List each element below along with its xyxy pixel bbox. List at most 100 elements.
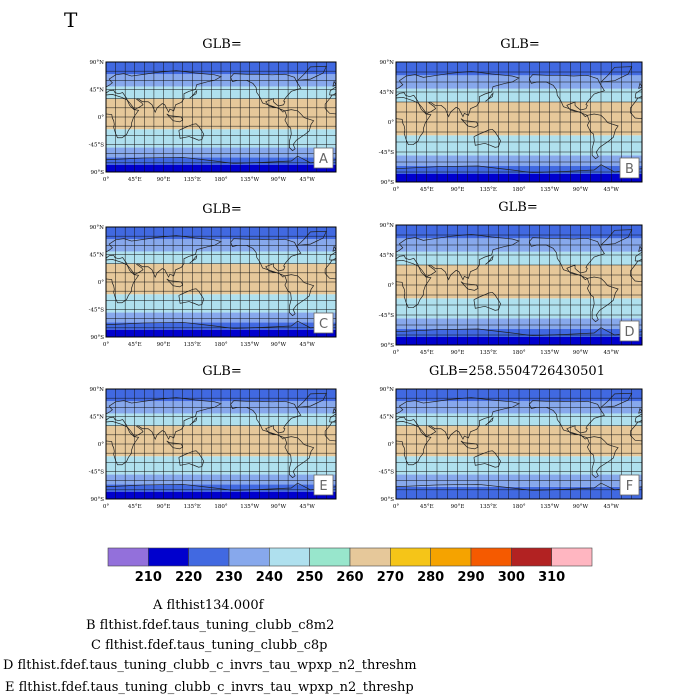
panel-letter-box xyxy=(313,312,334,334)
colorbar-swatch xyxy=(148,547,189,567)
x-tick-label: 45°E xyxy=(420,350,434,356)
panel-letter: A xyxy=(319,152,328,167)
colorbar-swatch xyxy=(228,547,270,567)
colorbar-tick-label: 230 xyxy=(215,570,242,585)
coastline-9 xyxy=(332,245,337,252)
panel-title-f: GLB=258.5504726430501 xyxy=(429,364,605,379)
y-tick-label: 90°N xyxy=(379,387,394,393)
coastline-8 xyxy=(166,278,184,288)
map-panel-e: 90°N45°N0°-45°S90°S0° 45°E 90°E 135°E 180° 13… xyxy=(84,383,344,519)
y-tick-label: 45°N xyxy=(379,90,394,96)
x-tick-label: 45°E xyxy=(128,177,142,183)
y-tick-label: -45°S xyxy=(89,308,105,314)
colorbar-swatch xyxy=(551,547,593,567)
x-tick-label: 90°E xyxy=(157,504,171,510)
coastline-9 xyxy=(638,245,643,252)
colorbar-tick-label: 310 xyxy=(538,570,565,585)
x-tick-label: 135°E xyxy=(184,177,201,183)
legend-line-d: D flthist.fdef.taus_tuning_clubb_c_invrs… xyxy=(3,658,417,673)
panel-letter: D xyxy=(624,325,634,340)
coastline-9 xyxy=(332,407,337,414)
figure-title: T xyxy=(64,8,78,32)
panel-title-b: GLB= xyxy=(500,37,540,52)
x-tick-label: 90°E xyxy=(157,342,171,348)
x-tick-label: 135°W xyxy=(540,504,559,510)
y-tick-label: 0° xyxy=(388,283,394,289)
map-panel-d: 90°N45°N0°-45°S90°S0° 45°E 90°E 135°E 180° 13… xyxy=(374,219,650,365)
x-tick-label: 90°E xyxy=(451,350,465,356)
panel-title-c: GLB= xyxy=(202,202,242,217)
panel-letter-box xyxy=(313,147,334,169)
y-tick-label: 90°N xyxy=(379,223,394,229)
y-tick-label: 90°N xyxy=(89,60,104,66)
x-tick-label: 135°E xyxy=(184,342,201,348)
panel-letter: B xyxy=(625,162,634,177)
coastline-2 xyxy=(178,288,205,306)
y-tick-label: 90°S xyxy=(380,343,394,349)
coastline-8 xyxy=(166,440,184,450)
colorbar-swatch xyxy=(511,547,552,567)
map-panel-c: 90°N45°N0°-45°S90°S0° 45°E 90°E 135°E 180° 13… xyxy=(84,221,344,357)
x-tick-label: 90°W xyxy=(573,504,589,510)
y-tick-label: 90°S xyxy=(90,170,104,176)
legend-line-a: A flthist134.000f xyxy=(153,598,264,613)
panel-title-d: GLB= xyxy=(498,200,538,215)
coastline-8 xyxy=(166,113,184,123)
x-tick-label: 180° xyxy=(512,187,525,193)
x-tick-label: 180° xyxy=(214,177,227,183)
y-tick-label: 90°N xyxy=(379,60,394,66)
y-tick-label: 0° xyxy=(388,120,394,126)
coastline-9 xyxy=(332,80,337,87)
coastline-9 xyxy=(638,407,643,414)
colorbar-tick-label: 210 xyxy=(135,570,162,585)
coastline-8 xyxy=(460,281,479,291)
coastline-2 xyxy=(473,291,501,311)
legend-line-b: B flthist.fdef.taus_tuning_clubb_c8m2 xyxy=(86,618,335,633)
panel-letter: F xyxy=(626,479,633,494)
panel-letter: E xyxy=(319,479,327,494)
panel-title-e: GLB= xyxy=(202,364,242,379)
colorbar-tick-label: 240 xyxy=(256,570,283,585)
x-tick-label: 180° xyxy=(214,504,227,510)
y-tick-label: 0° xyxy=(98,442,104,448)
y-tick-label: 45°N xyxy=(89,88,104,94)
colorbar-swatch xyxy=(107,547,149,567)
map-frame xyxy=(395,61,643,183)
y-tick-label: 0° xyxy=(98,280,104,286)
x-tick-label: 45°W xyxy=(300,177,316,183)
coastline-0 xyxy=(388,233,520,281)
coastline-0 xyxy=(99,235,222,278)
y-tick-label: 45°N xyxy=(379,253,394,259)
x-tick-label: 45°W xyxy=(604,504,620,510)
panel-letter-box xyxy=(619,474,640,496)
legend-line-e: E flthist.fdef.taus_tuning_clubb_c_invrs… xyxy=(5,680,414,695)
y-tick-label: 90°S xyxy=(90,497,104,503)
x-tick-label: 90°W xyxy=(573,350,589,356)
x-tick-label: 180° xyxy=(512,504,525,510)
colorbar-tick-label: 300 xyxy=(498,570,525,585)
colorbar-tick-label: 260 xyxy=(336,570,363,585)
map-panel-b: 90°N45°N0°-45°S90°S0° 45°E 90°E 135°E 180° 13… xyxy=(374,56,650,202)
panel-letter-box xyxy=(619,157,640,179)
coastline-2 xyxy=(178,123,205,141)
x-tick-label: 90°W xyxy=(271,342,287,348)
colorbar-swatch xyxy=(349,547,391,567)
x-tick-label: 0° xyxy=(393,350,399,356)
colorbar-swatch xyxy=(430,547,472,567)
colorbar-swatch xyxy=(309,547,351,567)
x-tick-label: 0° xyxy=(393,504,399,510)
x-tick-label: 0° xyxy=(103,504,109,510)
x-tick-label: 135°E xyxy=(480,350,497,356)
map-frame xyxy=(105,61,337,173)
y-tick-label: 45°N xyxy=(89,415,104,421)
panel-letter-box xyxy=(313,474,334,496)
x-tick-label: 45°E xyxy=(420,187,434,193)
x-tick-label: 180° xyxy=(512,350,525,356)
y-tick-label: 90°S xyxy=(380,180,394,186)
colorbar-swatch xyxy=(188,547,230,567)
x-tick-label: 135°W xyxy=(240,342,259,348)
legend-line-c: C flthist.fdef.taus_tuning_clubb_c8p xyxy=(91,638,328,653)
map-panel-f: 90°N45°N0°-45°S90°S0° 45°E 90°E 135°E 180° 13… xyxy=(374,383,650,519)
map-frame xyxy=(105,226,337,338)
x-tick-label: 135°E xyxy=(480,187,497,193)
